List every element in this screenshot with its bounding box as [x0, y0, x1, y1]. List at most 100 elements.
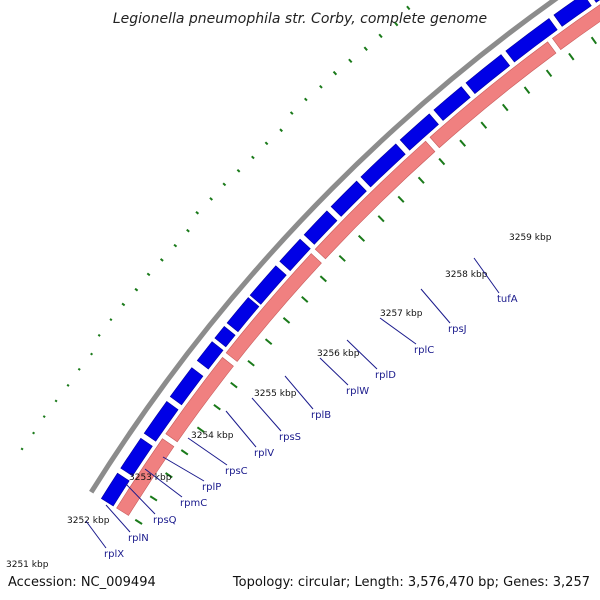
- gc-skew-dot: [279, 128, 283, 133]
- gene-leader-line: [284, 375, 314, 410]
- gc-skew-dot: [289, 111, 294, 115]
- gc-skew-dot: [363, 46, 368, 51]
- inner-dash: [438, 157, 446, 166]
- gc-skew-dot: [236, 168, 241, 173]
- inner-dash: [319, 275, 327, 283]
- gc-skew-dot: [77, 367, 81, 371]
- gc-skew-dot: [66, 383, 70, 387]
- gc-skew-dot: [54, 399, 58, 403]
- tick-label: 3258 kbp: [445, 270, 488, 280]
- gc-skew-dot: [90, 352, 94, 356]
- gc-skew-dot: [394, 21, 399, 27]
- gc-skew-dot: [134, 287, 139, 292]
- inner-dash: [230, 381, 238, 389]
- gene-label: rplP: [202, 482, 221, 493]
- forward-gene-block: [433, 86, 471, 121]
- gc-skew-dot: [195, 210, 200, 215]
- gc-skew-dot: [173, 243, 178, 248]
- forward-gene-block: [143, 401, 179, 442]
- reverse-gene-block: [116, 438, 175, 516]
- tick-label: 3259 kbp: [509, 233, 552, 243]
- gc-skew-dot: [222, 182, 227, 187]
- forward-gene-block: [100, 472, 130, 507]
- gc-skew-dot: [332, 70, 338, 76]
- gc-skew-dot: [20, 447, 24, 451]
- inner-dash: [545, 69, 553, 78]
- gene-leader-line: [473, 257, 500, 294]
- gc-skew-dot: [121, 302, 126, 307]
- gene-label: rpmC: [180, 498, 207, 509]
- inner-dash: [417, 176, 425, 184]
- map-title: Legionella pneumophila str. Corby, compl…: [113, 11, 487, 27]
- backbone-line: [89, 0, 559, 494]
- gc-skew-dot: [146, 272, 151, 277]
- forward-gene-block: [399, 113, 439, 151]
- genome-arc: [20, 0, 600, 525]
- forward-gene-block: [465, 54, 511, 95]
- forward-gene-block: [249, 265, 287, 305]
- forward-gene-block: [505, 18, 558, 63]
- tick-label: 3251 kbp: [6, 560, 49, 570]
- forward-gene-block: [169, 367, 204, 406]
- forward-gene-block: [226, 297, 260, 333]
- gc-skew-dot: [406, 5, 411, 11]
- inner-dash: [180, 449, 189, 456]
- gene-leader-line: [379, 317, 417, 345]
- forward-gene-block: [214, 325, 236, 348]
- gene-leader-line: [125, 483, 156, 515]
- inner-dash: [134, 518, 143, 525]
- accession-label: Accession: NC_009494: [8, 575, 156, 590]
- inner-dash: [523, 86, 531, 94]
- inner-dash: [213, 404, 221, 411]
- gene-label: tufA: [497, 294, 518, 305]
- gene-label: rplX: [104, 549, 124, 560]
- inner-dash: [377, 215, 385, 223]
- inner-dash: [264, 338, 273, 345]
- inner-dash: [282, 317, 291, 324]
- gc-skew-dot: [209, 197, 213, 201]
- gc-skew-dot: [159, 258, 164, 262]
- tick-label: 3257 kbp: [380, 309, 423, 319]
- forward-gene-block: [553, 0, 592, 27]
- gene-leader-line: [144, 468, 183, 498]
- tick-label: 3254 kbp: [191, 431, 234, 441]
- gc-skew-dot: [251, 155, 255, 160]
- topology-label: Topology: circular; Length: 3,576,470 bp…: [232, 575, 590, 590]
- inner-dash: [247, 359, 255, 367]
- forward-gene-block: [120, 437, 153, 477]
- forward-gene-block: [594, 0, 600, 3]
- gene-leader-line: [319, 357, 349, 386]
- gene-label: rplV: [254, 448, 274, 459]
- forward-gene-block: [360, 143, 406, 188]
- gc-skew-dot: [303, 97, 308, 102]
- inner-dash: [165, 472, 173, 479]
- inner-dash: [301, 296, 309, 303]
- tick-label: 3255 kbp: [254, 389, 297, 399]
- inner-dash: [357, 234, 366, 242]
- forward-gene-block: [330, 180, 367, 217]
- gc-skew-dot: [42, 415, 46, 419]
- gene-leader-line: [346, 339, 378, 370]
- reverse-gene-block: [225, 253, 322, 362]
- gene-leader-line: [105, 504, 131, 533]
- gene-label: rpsJ: [448, 324, 467, 335]
- gene-label: rplC: [414, 345, 434, 356]
- forward-gene-block: [196, 341, 224, 370]
- inner-dash: [459, 139, 467, 147]
- gene-leader-line: [162, 456, 205, 482]
- gc-skew-dot: [319, 84, 323, 89]
- gene-leader-line: [85, 520, 107, 549]
- inner-dash: [338, 254, 346, 262]
- kbp-ticks: 3251 kbp 3252 kbp 3253 kbp 3254 kbp 3255 kbp…: [6, 233, 552, 570]
- gc-skew-dot: [32, 431, 36, 435]
- gc-skew-dot: [378, 33, 383, 39]
- reverse-gene-block: [551, 4, 600, 51]
- gene-label: rplD: [375, 370, 396, 381]
- tick-label: 3252 kbp: [67, 516, 110, 526]
- gc-skew-dot: [348, 58, 353, 64]
- inner-dash: [480, 121, 488, 129]
- inner-dash: [196, 426, 205, 433]
- inner-dash: [568, 52, 575, 61]
